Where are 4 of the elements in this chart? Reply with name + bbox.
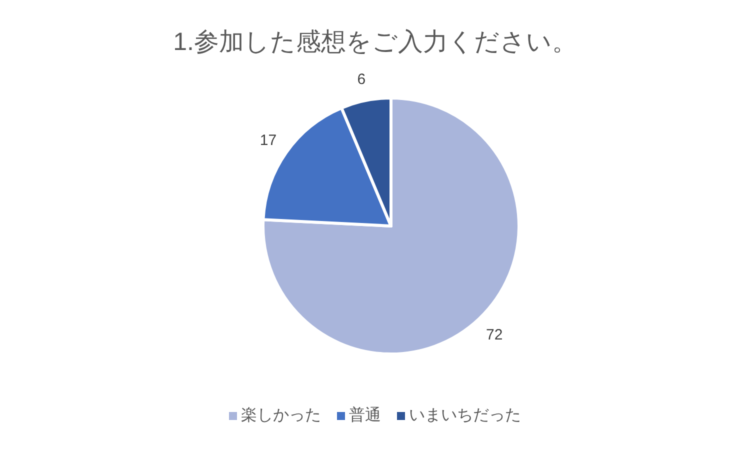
legend-label: いまいちだった [409,407,521,424]
legend-label: 楽しかった [241,406,321,424]
title: 1.参加した感想をご入力ください。 [173,28,577,56]
legend-label: 普通 [349,406,381,424]
